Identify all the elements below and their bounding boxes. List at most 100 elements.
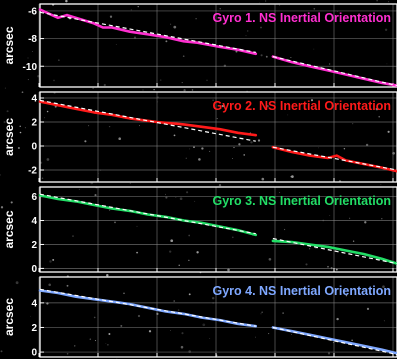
star-dot [133,36,137,39]
plot-frame [39,186,397,273]
star-dot [349,217,351,219]
star-dot [194,200,196,202]
star-dot [387,130,390,133]
star-dot [66,353,69,355]
y-tick-label: 0 [31,142,37,153]
star-dot [52,258,55,261]
star-dot [120,324,123,327]
star-dot [123,292,125,295]
star-dot [130,9,132,11]
star-dot [106,273,109,277]
star-dot [21,91,24,94]
gyro-panel-4: 4 2 0 arcsec Gyro 4. NS Inertial Orientation [2,276,397,359]
star-dot [198,158,201,161]
star-dot [261,177,265,181]
star-dot [165,40,168,43]
y-tick-label: 2 [31,240,37,251]
star-dot [129,182,131,184]
orientation-series-line [271,145,397,173]
star-dot [259,2,261,4]
star-dot [327,265,329,268]
orientation-series-line [38,194,258,237]
star-dot [189,148,191,150]
star-dot [327,352,331,355]
star-dot [181,82,183,84]
star-dot [387,352,389,354]
star-dot [173,25,177,29]
y-tick-label: 6 [31,192,37,203]
star-dot [89,338,91,340]
y-tick-label: -8 [28,34,37,45]
star-dot [156,312,159,315]
star-dot [221,104,225,108]
star-dot [216,118,218,120]
star-dot [0,350,3,353]
star-dot [115,43,117,45]
star-dot [233,146,235,149]
star-dot [186,191,189,194]
star-dot [235,50,238,53]
star-dot [279,4,281,6]
star-dot [170,330,171,331]
star-dot [179,197,183,200]
star-dot [109,209,111,211]
star-dot [177,309,180,311]
star-dot [17,146,20,150]
star-dot [255,336,256,338]
star-dot [0,174,1,176]
star-dot [88,125,90,127]
star-dot [0,206,4,209]
y-axis-label: arcsec [2,210,16,248]
star-dot [148,330,152,333]
star-dot [137,6,139,8]
star-dot [136,225,138,227]
star-dot [191,89,194,91]
star-dot [44,117,46,119]
star-dot [165,196,168,199]
y-tick-label: 0 [31,264,37,275]
star-dot [164,193,167,196]
star-dot [46,110,49,113]
star-dot [53,79,55,82]
star-dot [354,203,356,205]
star-dot [265,0,267,2]
star-dot [107,344,109,346]
star-dot [366,307,370,311]
star-dot [178,264,180,266]
star-dot [376,0,378,2]
star-dot [206,79,208,81]
star-dot [352,123,354,125]
plot-frame [39,276,397,358]
star-dot [84,140,87,143]
star-dot [118,137,121,140]
star-dot [137,314,141,318]
star-dot [378,115,380,118]
star-dot [49,260,52,263]
y-axis-label: arcsec [2,298,16,336]
panel-title: Gyro 2. NS Inertial Orientation [212,99,391,113]
star-dot [19,125,21,127]
star-dot [193,146,195,149]
star-dot [315,248,317,250]
fit-line [39,99,256,142]
star-dot [380,184,382,186]
star-dot [250,141,253,144]
star-dot [209,150,211,152]
chart-panels: -6 -8 -10 arcsec Gyro 1. NS Inertial Orienta… [2,3,397,359]
panel-title: Gyro 3. NS Inertial Orientation [212,194,391,208]
gyro-panel-2: 4 2 0 -2 arcsec Gyro 2. NS Inertial Orientati… [2,91,397,183]
plot-frame [39,91,397,183]
star-dot [72,235,74,237]
star-dot [27,57,29,59]
star-dot [266,105,269,108]
star-dot [350,15,353,18]
star-dot [243,154,246,156]
star-dot [351,339,353,342]
star-dot [8,54,11,57]
star-dot [142,89,144,91]
star-dot [175,196,177,198]
star-dot [261,311,263,313]
y-tick-label: 4 [31,216,37,227]
